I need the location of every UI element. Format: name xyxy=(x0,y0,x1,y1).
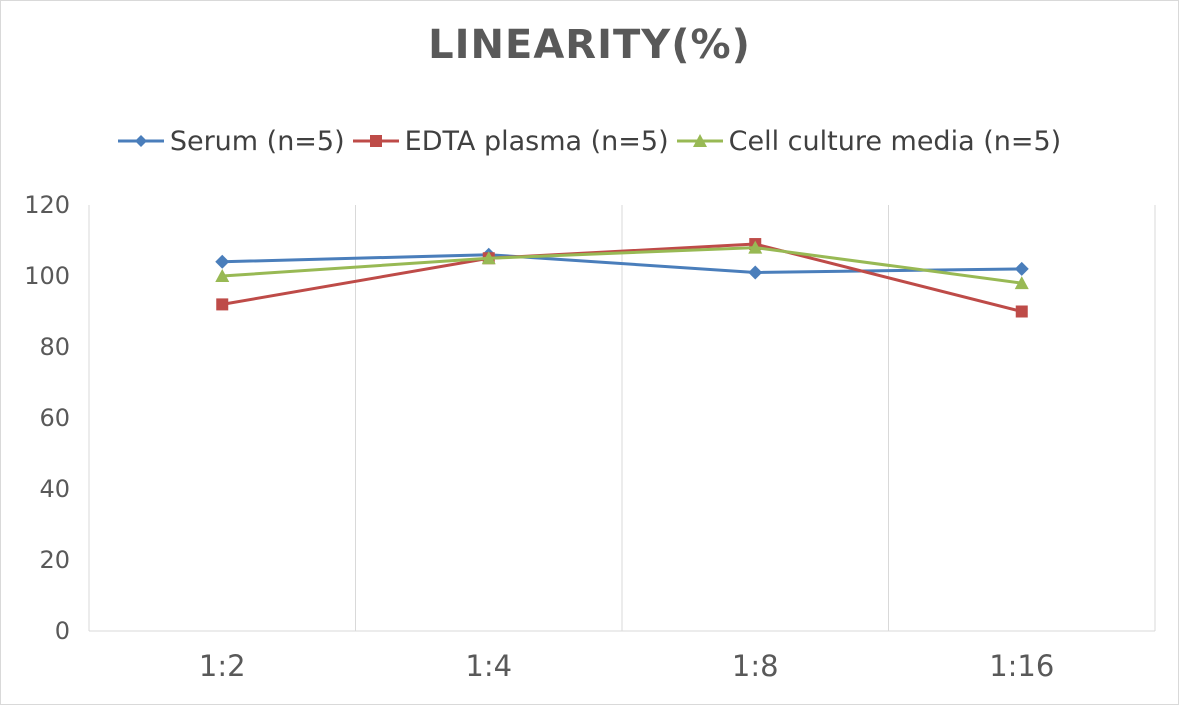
data-point-marker xyxy=(1014,276,1029,290)
data-point-marker xyxy=(748,265,763,280)
series-line xyxy=(221,242,1023,313)
data-point-marker xyxy=(215,254,230,269)
y-tick-label: 40 xyxy=(39,475,70,503)
legend-label-serum: Serum (n=5) xyxy=(169,125,345,157)
data-point-marker xyxy=(1015,305,1028,318)
y-tick-label: 0 xyxy=(55,617,70,645)
x-tick-label: 1:8 xyxy=(732,649,779,683)
series-line xyxy=(222,246,1022,285)
legend-label-edta-plasma: EDTA plasma (n=5) xyxy=(404,125,669,157)
legend-item-cell-culture-media: Cell culture media (n=5) xyxy=(676,125,1062,157)
legend-marker-edta-plasma xyxy=(352,135,399,147)
legend-item-serum: Serum (n=5) xyxy=(117,125,345,157)
y-tick-label: 60 xyxy=(39,404,70,432)
y-tick-label: 100 xyxy=(24,262,70,290)
data-point-marker xyxy=(1014,261,1029,276)
data-point-marker xyxy=(215,269,230,282)
y-tick-label: 80 xyxy=(39,333,70,361)
x-tick-label: 1:2 xyxy=(199,649,246,683)
data-point-marker xyxy=(481,251,496,265)
legend: Serum (n=5) EDTA plasma (n=5) Cell cultu… xyxy=(0,121,1179,161)
y-tick-label: 120 xyxy=(24,191,70,219)
legend-marker-serum xyxy=(117,135,164,147)
data-point-marker xyxy=(748,240,763,254)
legend-label-cell-culture-media: Cell culture media (n=5) xyxy=(728,125,1062,157)
x-tick-label: 1:4 xyxy=(465,649,512,683)
data-point-marker xyxy=(216,298,229,311)
legend-marker-cell-culture-media xyxy=(676,134,723,147)
series-line xyxy=(222,253,1022,274)
y-tick-label: 20 xyxy=(39,546,70,574)
legend-item-edta-plasma: EDTA plasma (n=5) xyxy=(352,125,669,157)
x-tick-label: 1:16 xyxy=(989,649,1054,683)
chart-title: LINEARITY(%) xyxy=(428,22,751,68)
